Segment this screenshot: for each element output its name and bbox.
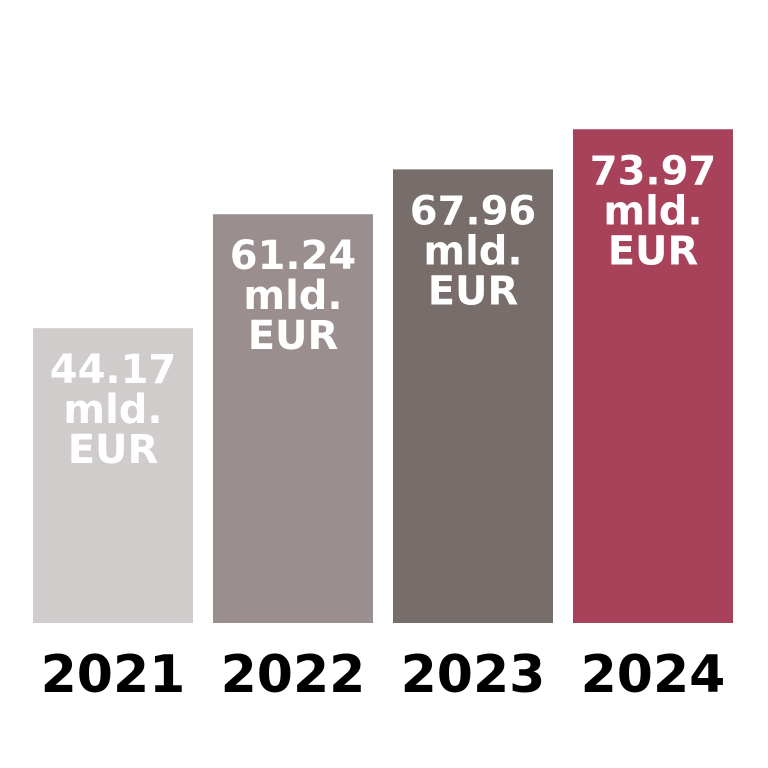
x-tick-label: 2022 bbox=[221, 645, 366, 705]
value-label: 44.17 mld. EUR bbox=[50, 347, 177, 473]
bar bbox=[573, 129, 733, 623]
bar bbox=[33, 328, 193, 623]
x-tick-label: 2021 bbox=[41, 645, 186, 705]
bar bbox=[393, 169, 553, 623]
x-tick-label: 2024 bbox=[581, 645, 726, 705]
value-label: 61.24 mld. EUR bbox=[230, 233, 357, 359]
value-label: 67.96 mld. EUR bbox=[410, 188, 537, 314]
value-label: 73.97 mld. EUR bbox=[590, 148, 717, 274]
x-tick-label: 2023 bbox=[401, 645, 546, 705]
bar bbox=[213, 214, 373, 623]
